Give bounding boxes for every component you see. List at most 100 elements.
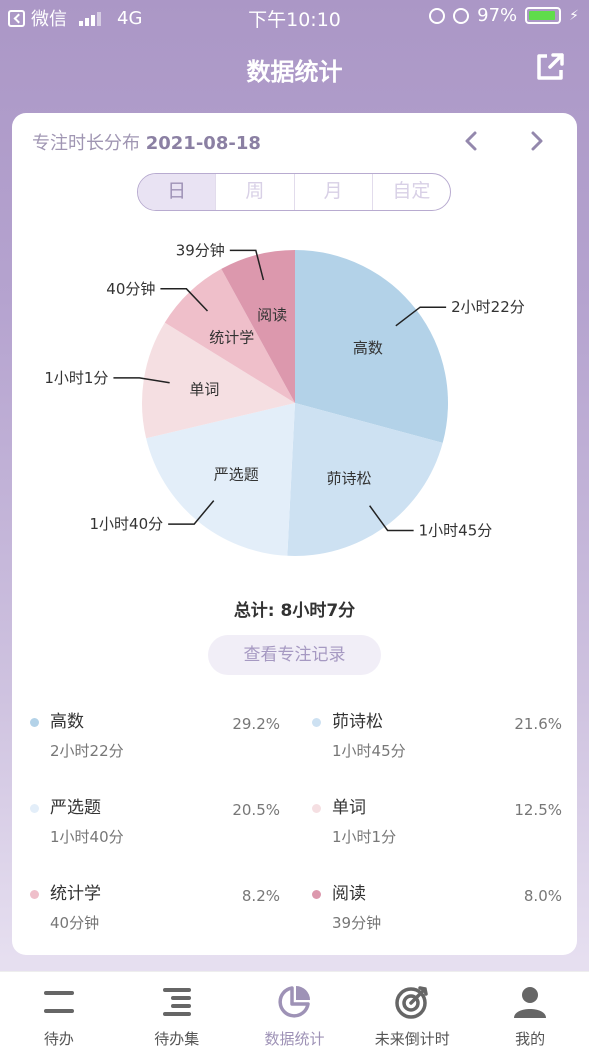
legend-item: 阅读 39分钟 8.0%	[312, 879, 562, 939]
legend-percent: 20.5%	[232, 801, 280, 819]
tab-label: 待办集	[154, 1030, 200, 1048]
legend-item: 茆诗松 1小时45分 21.6%	[312, 707, 562, 767]
total-duration: 总计: 8小时7分	[233, 601, 356, 621]
segment-month[interactable]: 月	[293, 174, 372, 210]
legend-duration: 2小时22分	[50, 742, 124, 760]
status-bar: 微信 4G 下午10:10 97% ⚡	[0, 0, 589, 34]
legend-duration: 1小时1分	[332, 828, 397, 846]
legend-color-dot	[312, 718, 321, 727]
pie-slice	[287, 403, 443, 556]
legend-name: 统计学	[50, 884, 101, 904]
pie-value-label: 1小时40分	[90, 515, 164, 533]
legend-duration: 1小时45分	[332, 742, 406, 760]
nav-bar: 数据统计	[0, 40, 589, 96]
legend-percent: 29.2%	[232, 715, 280, 733]
countdown-target-icon	[395, 986, 429, 1019]
page-title: 数据统计	[246, 58, 343, 86]
segment-custom[interactable]: 自定	[371, 174, 450, 210]
pie-slice	[146, 403, 295, 556]
pie-leader-line	[229, 249, 265, 281]
pie-slice-label: 严选题	[214, 466, 259, 484]
tab-label: 待办	[43, 1030, 74, 1048]
legend-color-dot	[30, 890, 39, 899]
stats-pie-icon	[278, 986, 311, 1018]
current-date: 2021-08-18	[145, 133, 261, 154]
legend-percent: 8.2%	[241, 887, 280, 905]
tab-label: 我的	[515, 1030, 546, 1048]
profile-icon	[514, 987, 547, 1018]
legend-name: 高数	[50, 712, 84, 732]
battery-percent: 97%	[477, 5, 518, 26]
alarm-icon	[453, 7, 470, 24]
rotation-lock-icon	[429, 7, 446, 24]
legend-duration: 1小时40分	[50, 828, 124, 846]
tab-stats[interactable]: 数据统计	[236, 972, 354, 1049]
tab-todo-collection[interactable]: 待办集	[118, 972, 236, 1049]
legend-color-dot	[30, 804, 39, 813]
legend-percent: 12.5%	[514, 801, 562, 819]
tab-label: 数据统计	[264, 1030, 325, 1048]
pie-value-label: 39分钟	[176, 241, 225, 259]
tab-todo[interactable]: 待办	[0, 972, 118, 1049]
segment-day[interactable]: 日	[138, 174, 216, 210]
legend-item: 统计学 40分钟 8.2%	[30, 879, 280, 939]
pie-leader-line	[160, 288, 209, 312]
pie-slice-label: 茆诗松	[326, 469, 371, 487]
legend-color-dot	[30, 718, 39, 727]
next-date-icon[interactable]	[524, 129, 548, 153]
pie-slice-label: 高数	[353, 339, 383, 357]
card-title: 专注时长分布 2021-08-18	[32, 129, 261, 155]
previous-date-icon[interactable]	[460, 129, 484, 153]
legend-name: 阅读	[332, 884, 366, 904]
legend-color-dot	[312, 890, 321, 899]
legend-name: 严选题	[50, 798, 101, 818]
legend-duration: 40分钟	[50, 914, 100, 932]
status-left: 微信 4G	[8, 5, 142, 31]
pie-leader-line	[113, 377, 170, 384]
pie-value-label: 1小时45分	[419, 521, 493, 539]
pie-slice	[164, 268, 295, 403]
tab-bar: 待办 待办集 数据统计 未来倒计时 我的	[0, 971, 589, 1049]
status-right: 97% ⚡	[429, 5, 579, 26]
pie-slice	[221, 250, 295, 403]
tab-label: 未来倒计时	[374, 1030, 450, 1048]
network-label: 4G	[117, 7, 143, 29]
pie-slice-label: 统计学	[209, 328, 254, 346]
tab-countdown[interactable]: 未来倒计时	[353, 972, 471, 1049]
tab-profile[interactable]: 我的	[471, 972, 589, 1049]
signal-icon	[79, 10, 101, 26]
pie-value-label: 40分钟	[106, 280, 155, 298]
legend-duration: 39分钟	[332, 914, 382, 932]
battery-icon	[525, 7, 562, 24]
view-focus-records-button[interactable]: 查看专注记录	[208, 635, 381, 675]
legend-color-dot	[312, 804, 321, 813]
stats-card: 专注时长分布 2021-08-18 日 周 月 自定 高数 2小时22分 茆诗松 1小…	[12, 113, 577, 955]
legend-percent: 8.0%	[523, 887, 562, 905]
period-segmented-control: 日 周 月 自定	[137, 173, 451, 211]
legend-percent: 21.6%	[514, 715, 562, 733]
todo-icon	[43, 991, 74, 1013]
back-to-app-icon[interactable]	[8, 9, 25, 27]
carrier-label: 微信	[31, 9, 67, 30]
legend-name: 茆诗松	[332, 712, 383, 732]
pie-slice	[142, 322, 295, 439]
todo-collection-icon	[162, 988, 191, 1016]
pie-leader-line	[168, 500, 215, 525]
pie-slice-label: 阅读	[257, 306, 287, 324]
pie-value-label: 2小时22分	[451, 298, 525, 316]
pie-leader-line	[369, 505, 414, 532]
card-title-label: 专注时长分布	[32, 133, 140, 154]
status-time: 下午10:10	[248, 9, 341, 31]
pie-leader-line	[395, 306, 447, 327]
share-icon[interactable]	[533, 50, 567, 84]
legend-item: 高数 2小时22分 29.2%	[30, 707, 280, 767]
legend-item: 单词 1小时1分 12.5%	[312, 793, 562, 853]
legend-item: 严选题 1小时40分 20.5%	[30, 793, 280, 853]
segment-week[interactable]: 周	[215, 174, 293, 210]
pie-slice	[295, 250, 449, 443]
pie-slice-label: 单词	[189, 380, 219, 398]
charging-icon: ⚡	[569, 7, 579, 24]
pie-value-label: 1小时1分	[44, 369, 108, 387]
legend-name: 单词	[332, 798, 366, 818]
